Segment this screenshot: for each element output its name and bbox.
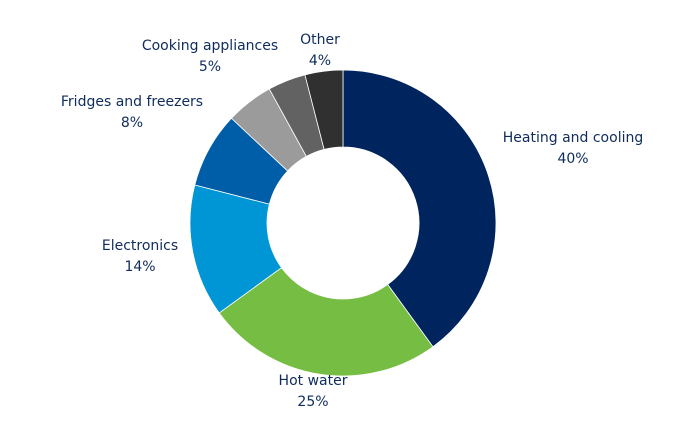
label-percent: 25% — [297, 394, 329, 410]
slice-hot-water — [218, 267, 434, 377]
slice-unlabeled — [304, 69, 344, 150]
label-name: Electronics — [101, 238, 179, 254]
label-electronics: Electronics 14% — [102, 236, 178, 278]
label-percent: 40% — [557, 151, 589, 167]
label-cooking-appliances: Cooking appliances 5% — [142, 36, 278, 78]
label-percent: 4% — [308, 53, 332, 69]
label-other: Other 4% — [300, 30, 340, 72]
label-percent: 5% — [198, 59, 222, 75]
label-name: Other — [300, 32, 340, 48]
label-percent: 8% — [120, 115, 144, 131]
label-name: Cooking appliances — [141, 38, 279, 54]
slice-heating-and-cooling — [342, 69, 497, 348]
label-name: Heating and cooling — [502, 130, 644, 146]
label-name: Hot water — [278, 373, 348, 389]
label-name: Fridges and freezers — [60, 94, 204, 110]
label-heating-and-cooling: Heating and cooling 40% — [503, 128, 643, 170]
label-fridges-and-freezers: Fridges and freezers 8% — [61, 92, 203, 134]
label-percent: 14% — [124, 259, 156, 275]
label-hot-water: Hot water 25% — [279, 371, 348, 413]
